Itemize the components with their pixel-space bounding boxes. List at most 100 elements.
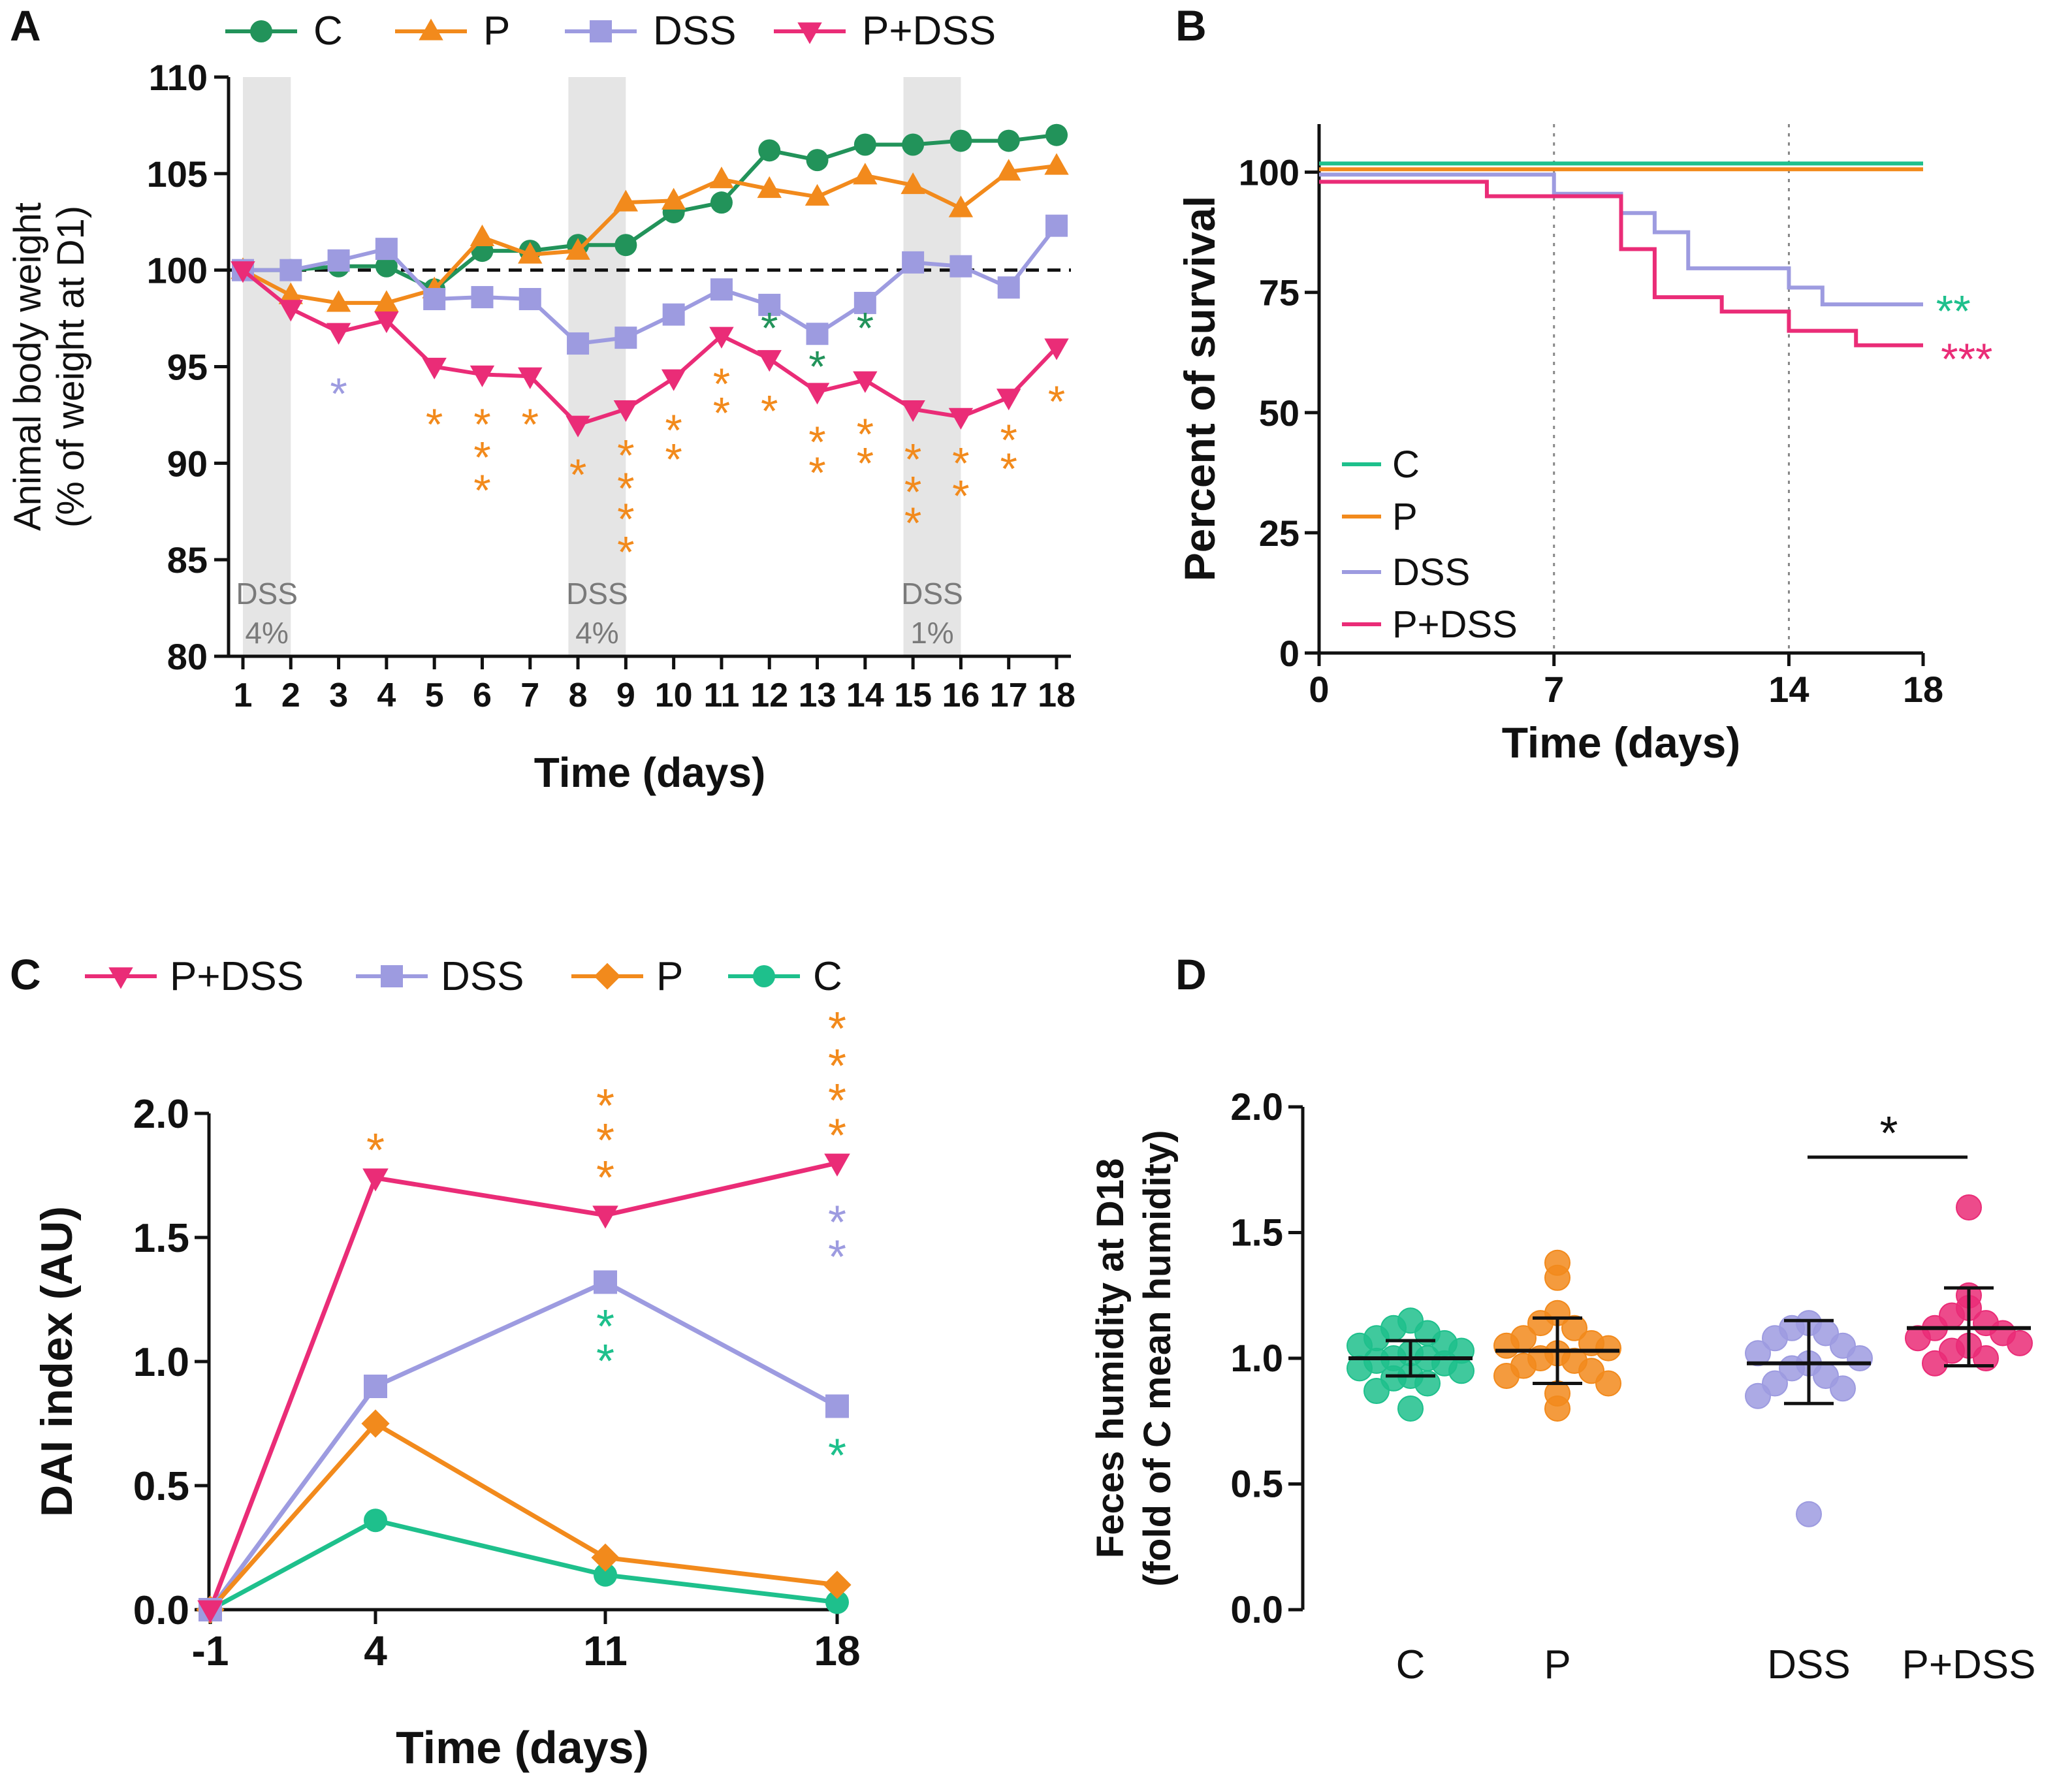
legend-label-c: C xyxy=(1392,443,1420,486)
data-point-pdss xyxy=(422,357,447,380)
series-line-pdss xyxy=(242,268,1059,427)
shaded-period xyxy=(242,77,291,656)
x-tick-label: 8 xyxy=(569,677,588,714)
y-tick-label: 0.0 xyxy=(133,1588,189,1633)
y-tick-label: 1.0 xyxy=(1230,1337,1283,1380)
data-point-p xyxy=(1561,1315,1587,1341)
y-axis-title: (fold of C mean humidity) xyxy=(1136,1130,1179,1586)
data-point-pdss xyxy=(757,350,782,372)
y-tick-label: 100 xyxy=(147,250,208,291)
x-tick-label: 18 xyxy=(1038,677,1076,714)
shaded-period-label: DSS xyxy=(901,577,963,611)
data-point-pdss xyxy=(1044,338,1069,360)
significance-marker: * xyxy=(952,438,969,488)
significance-marker: * xyxy=(808,417,825,467)
y-tick-label: 1.5 xyxy=(133,1216,189,1261)
data-point-p xyxy=(566,238,590,260)
x-tick-label: 18 xyxy=(814,1627,860,1674)
significance-marker: * xyxy=(761,303,778,353)
x-tick-label: 18 xyxy=(1903,669,1943,710)
data-point-c xyxy=(710,191,733,214)
data-point-c xyxy=(949,129,972,152)
legend-label-pdss: P+DSS xyxy=(170,954,304,999)
significance-marker: * xyxy=(761,387,778,436)
shaded-period-label: 1% xyxy=(910,616,953,650)
data-point-c xyxy=(364,1508,387,1533)
x-tick-label: 15 xyxy=(894,677,932,714)
significance-marker: ** xyxy=(1936,287,1971,336)
data-point-dss xyxy=(1762,1325,1788,1352)
data-point-c xyxy=(1448,1358,1474,1384)
data-point-c xyxy=(758,139,781,162)
significance-marker: * xyxy=(828,1430,846,1482)
data-point-p xyxy=(757,176,782,199)
y-tick-label: 105 xyxy=(147,153,208,195)
legend-label-pdss: P+DSS xyxy=(862,8,996,54)
data-point-dss xyxy=(1796,1501,1822,1527)
legend-marker-dss xyxy=(590,20,612,42)
panel-label-b: B xyxy=(1175,1,1207,50)
significance-marker: * xyxy=(828,1196,846,1249)
x-tick-label: 3 xyxy=(329,677,348,714)
data-point-p xyxy=(361,1409,390,1438)
y-tick-label: 1.0 xyxy=(133,1340,189,1385)
significance-marker: * xyxy=(713,359,730,409)
significance-marker: * xyxy=(426,400,443,449)
x-tick-label: 14 xyxy=(846,677,884,714)
data-point-dss xyxy=(567,332,590,355)
data-point-c xyxy=(614,234,637,257)
significance-marker: * xyxy=(904,434,921,484)
data-point-pdss xyxy=(661,369,686,391)
data-point-dss xyxy=(997,276,1020,299)
data-point-dss xyxy=(1830,1375,1856,1402)
data-point-pdss xyxy=(824,1153,850,1177)
significance-marker: * xyxy=(596,1301,614,1353)
legend-label-c: C xyxy=(813,954,842,999)
y-tick-label: 0.5 xyxy=(133,1464,189,1509)
data-point-c xyxy=(997,129,1020,152)
y-axis-title: Feces humidity at D18 xyxy=(1089,1158,1132,1558)
x-tick-label: 12 xyxy=(750,677,788,714)
data-point-c xyxy=(902,133,925,156)
y-tick-label: 2.0 xyxy=(1230,1086,1283,1128)
x-tick-label: 4 xyxy=(364,1627,387,1674)
y-axis-title: (% of weight at D1) xyxy=(50,206,92,528)
significance-marker: * xyxy=(1048,377,1065,426)
significance-marker: * xyxy=(1000,444,1017,494)
data-point-pdss xyxy=(1956,1194,1982,1220)
data-point-p xyxy=(1595,1335,1621,1362)
data-point-dss xyxy=(710,278,733,301)
data-point-pdss xyxy=(362,1168,389,1192)
x-category-label: P+DSS xyxy=(1902,1642,2035,1687)
y-tick-label: 2.0 xyxy=(133,1092,189,1137)
significance-marker: * xyxy=(808,448,825,498)
data-point-p xyxy=(518,242,543,264)
legend-marker-p xyxy=(419,18,443,40)
data-point-c xyxy=(825,1590,849,1614)
x-tick-label: 14 xyxy=(1768,669,1809,710)
data-point-dss xyxy=(806,323,829,345)
x-tick-label: 13 xyxy=(799,677,837,714)
y-tick-label: 75 xyxy=(1259,272,1299,313)
legend-label-pdss: P+DSS xyxy=(1392,603,1518,646)
data-point-p xyxy=(948,195,974,217)
data-point-pdss xyxy=(374,311,399,334)
data-point-dss xyxy=(594,1270,617,1294)
y-tick-label: 110 xyxy=(149,57,208,98)
y-tick-label: 90 xyxy=(167,443,208,484)
significance-marker: * xyxy=(522,400,539,449)
significance-marker: * xyxy=(1000,415,1017,465)
data-point-pdss xyxy=(566,415,590,438)
significance-marker: * xyxy=(330,369,347,419)
x-tick-label: 11 xyxy=(583,1627,628,1674)
y-axis-title: Percent of survival xyxy=(1175,196,1224,582)
data-point-dss xyxy=(662,303,685,326)
panel-c-dai-chart: 0.0 0.5 1.0 1.5 2.0 -1 4 11 18 Time (days) DAI ind… xyxy=(32,954,861,1773)
data-point-c xyxy=(1363,1378,1390,1405)
data-point-dss xyxy=(327,249,350,272)
data-point-p xyxy=(823,1571,852,1599)
data-point-pdss xyxy=(518,367,543,389)
data-point-dss xyxy=(758,293,781,316)
data-point-dss xyxy=(853,291,876,314)
